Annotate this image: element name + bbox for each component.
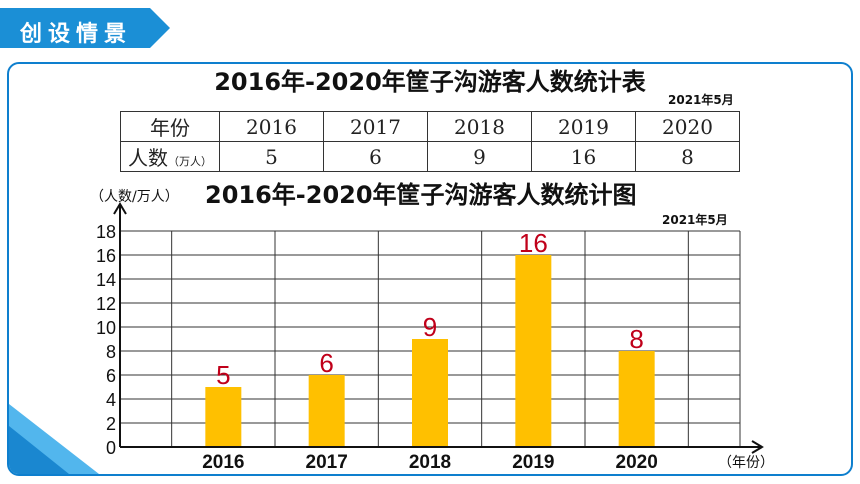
row-label-unit: （万人） bbox=[168, 155, 212, 168]
table-cell-year: 2017 bbox=[323, 111, 428, 142]
data-label: 9 bbox=[423, 312, 437, 342]
chart-title: 2016年-2020年筐子沟游客人数统计图 bbox=[205, 181, 637, 209]
table-cell-year: 2018 bbox=[427, 111, 532, 142]
bar bbox=[515, 255, 552, 447]
x-tick-label: 2017 bbox=[306, 452, 348, 473]
y-tick-label: 16 bbox=[96, 246, 116, 266]
y-tick-label: 12 bbox=[96, 294, 116, 314]
table-row-label: 人数（万人） bbox=[120, 141, 220, 172]
x-tick-label: 2019 bbox=[512, 452, 554, 473]
table-cell-value: 6 bbox=[323, 141, 428, 172]
statistics-table: 年份 2016 2017 2018 2019 2020 人数（万人） 5 6 9… bbox=[120, 111, 740, 172]
chart-x-axis-label: （年份） bbox=[718, 455, 774, 471]
bar bbox=[308, 375, 345, 447]
section-banner: 创设情景 bbox=[0, 8, 170, 48]
y-tick-label: 10 bbox=[96, 318, 116, 338]
chart-date: 2021年5月 bbox=[662, 213, 728, 227]
y-tick-label: 18 bbox=[96, 222, 116, 242]
bar bbox=[205, 387, 242, 447]
banner-label: 创设情景 bbox=[20, 22, 133, 47]
table-date: 2021年5月 bbox=[668, 93, 734, 107]
y-tick-label: 0 bbox=[106, 438, 116, 458]
y-tick-label: 4 bbox=[106, 390, 116, 410]
table-cell-value: 16 bbox=[531, 141, 636, 172]
x-tick-label: 2020 bbox=[616, 452, 658, 473]
y-tick-label: 14 bbox=[96, 270, 116, 290]
table-title: 2016年-2020年筐子沟游客人数统计表 bbox=[214, 68, 646, 96]
row-label-text: 人数 bbox=[128, 146, 168, 170]
table-cell-year: 2019 bbox=[531, 111, 636, 142]
chart-y-axis-label: （人数/万人） bbox=[90, 189, 179, 205]
data-label: 6 bbox=[319, 348, 333, 378]
data-label: 16 bbox=[519, 228, 548, 258]
y-axis-arrow bbox=[113, 202, 127, 215]
y-tick-label: 2 bbox=[106, 414, 116, 434]
x-tick-label: 2016 bbox=[202, 452, 244, 473]
table-cell-value: 9 bbox=[427, 141, 532, 172]
y-tick-label: 6 bbox=[106, 366, 116, 386]
table-row-years: 年份 2016 2017 2018 2019 2020 bbox=[120, 111, 740, 142]
table-cell-year: 2020 bbox=[635, 111, 740, 142]
data-label: 8 bbox=[629, 324, 643, 354]
table-cell-value: 8 bbox=[635, 141, 740, 172]
x-axis-arrow bbox=[751, 440, 764, 454]
bar bbox=[618, 351, 655, 447]
data-label: 5 bbox=[216, 360, 230, 390]
y-tick-label: 8 bbox=[106, 342, 116, 362]
bar bbox=[412, 339, 448, 447]
table-row-values: 人数（万人） 5 6 9 16 8 bbox=[120, 141, 740, 172]
x-tick-label: 2018 bbox=[409, 452, 451, 473]
